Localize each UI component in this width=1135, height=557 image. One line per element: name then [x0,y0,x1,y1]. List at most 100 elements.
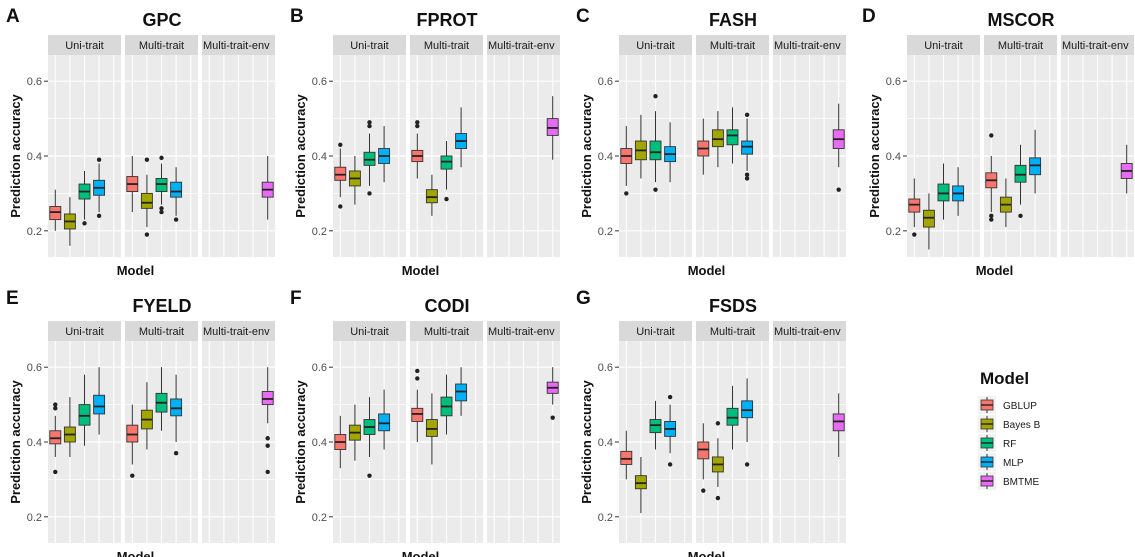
facet-strip [125,321,198,341]
facet-multi-trait-env: Multi-trait-env [1061,35,1134,257]
outlier-point [415,376,420,381]
box-iqr [649,140,662,161]
y-tick-label: 0.4 [27,437,42,449]
outlier-point [836,187,841,192]
facet-strip-label: Multi-trait-env [1062,40,1129,52]
outlier-point [265,436,270,441]
outlier-point [744,112,750,118]
panel-title: GPC [142,10,181,30]
facet-strip-label: Uni-trait [65,326,104,338]
panel-b: B FPROT Uni-trait Multi-trait Multi-trait-en… [290,6,560,278]
box-mlp [664,394,677,467]
box-bayes-b [999,178,1012,228]
facet-strip [48,35,121,55]
box-gblup [334,415,347,469]
outlier-point [53,406,58,411]
y-axis-title: Prediction accuracy [8,379,23,503]
box-rf [937,163,950,220]
x-axis-title: Model [976,263,1014,278]
facet-strip [487,35,560,55]
facet-multi-trait-env: Multi-trait-env [773,321,846,543]
outlier-point [367,473,372,478]
x-axis-title: Model [688,263,726,278]
box-iqr [411,407,424,422]
outlier-point [415,368,420,374]
outlier-point [744,462,750,467]
facet-strip-label: Uni-trait [350,40,389,52]
facet-strip [773,321,846,341]
outlier-point [367,120,372,125]
facet-uni-trait: Uni-trait [333,35,406,257]
box-gblup [697,423,710,493]
outlier-point [715,495,721,501]
legend-label: Bayes B [1003,420,1041,431]
facet-multi-trait: Multi-trait [696,35,769,257]
box-bayes-b [140,157,153,237]
box-iqr [1029,157,1042,176]
box-iqr [697,441,710,460]
y-axis: 0.2 0.4 0.6 Prediction accuracy [293,362,333,524]
outlier-point [53,469,58,475]
outlier-point [367,191,372,196]
panel-a: A GPC Uni-trait Multi-trait Multi-trait-env 0… [6,6,275,278]
facet-uni-trait: Uni-trait [48,321,121,543]
panel-title: MSCOR [988,10,1055,30]
box-rf [726,107,739,164]
facet-multi-trait: Multi-trait [696,321,769,543]
panel-f: F CODI Uni-trait Multi-trait Multi-trait-env… [290,288,560,557]
y-axis: 0.2 0.4 0.6 Prediction accuracy [579,362,619,524]
box-bayes-b [922,193,935,250]
panel-c: C FASH Uni-trait Multi-trait Multi-trait-env… [576,6,846,278]
box-gblup [620,430,633,480]
box-gblup [49,189,62,231]
outlier-point [173,451,179,456]
box-iqr [937,183,950,202]
outlier-point [159,209,164,215]
outlier-point [989,133,994,138]
y-axis: 0.2 0.4 0.6 Prediction accuracy [8,76,48,238]
legend-title: Model [980,369,1029,388]
box-rf [1014,144,1027,219]
box-iqr [363,151,376,166]
outlier-point [624,191,629,196]
facet-strip [619,321,692,341]
panel-title: FPROT [417,10,478,30]
facet-uni-trait: Uni-trait [619,35,692,257]
facet-strip [410,35,483,55]
facet-strip [202,321,275,341]
outlier-point [989,213,994,219]
outlier-point [338,142,343,147]
box-gblup [985,133,998,222]
box-bayes-b [425,393,438,465]
panel-e: E FYELD Uni-trait Multi-trait Multi-trait-en… [6,288,275,557]
y-tick-label: 0.6 [27,76,42,88]
facet-uni-trait: Uni-trait [48,35,121,257]
y-tick-label: 0.6 [598,76,613,88]
panel-g: G FSDS Uni-trait Multi-trait Multi-trait-env… [576,288,846,557]
box-bmtme [832,393,845,457]
box-iqr [155,177,168,192]
facet-strip [48,321,121,341]
box-mlp [378,126,391,183]
y-axis-title: Prediction accuracy [867,93,882,217]
panel-title: FYELD [132,296,191,316]
y-axis-title: Prediction accuracy [579,93,594,217]
panel-letter: A [6,6,20,27]
y-tick-label: 0.2 [312,512,327,524]
outlier-point [653,93,658,99]
facet-strip [984,35,1057,55]
box-rf [155,155,168,215]
box-rf [726,385,739,450]
facet-uni-trait: Uni-trait [619,321,692,543]
box-mlp [93,157,106,219]
box-bayes-b [425,174,438,216]
box-bmtme [832,103,845,192]
y-tick-label: 0.4 [886,151,901,163]
box-rf [440,141,453,202]
box-iqr [170,181,183,198]
facet-multi-trait: Multi-trait [125,35,198,257]
y-tick-label: 0.2 [27,512,42,524]
box-mlp [378,389,391,450]
facet-multi-trait-env: Multi-trait-env [202,321,275,543]
box-bayes-b [140,382,153,450]
